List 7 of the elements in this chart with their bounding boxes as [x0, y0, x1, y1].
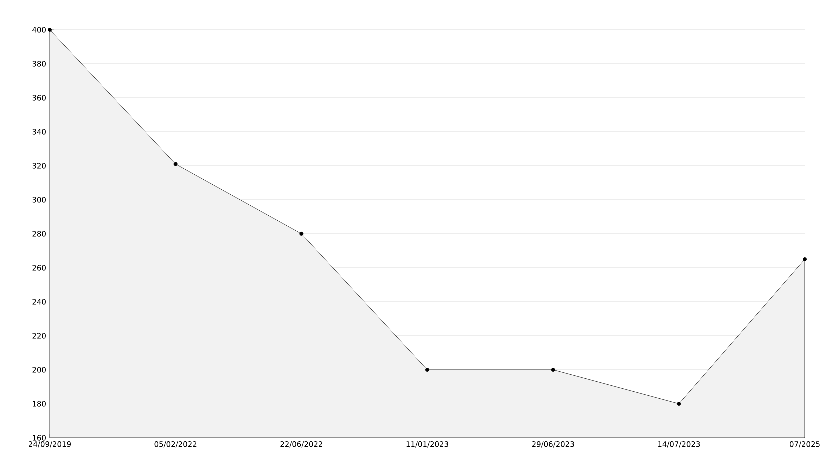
point	[677, 402, 682, 406]
point	[174, 162, 178, 166]
point	[803, 258, 807, 262]
point	[551, 368, 556, 372]
point	[48, 28, 52, 32]
point	[300, 232, 304, 236]
point	[426, 368, 430, 372]
